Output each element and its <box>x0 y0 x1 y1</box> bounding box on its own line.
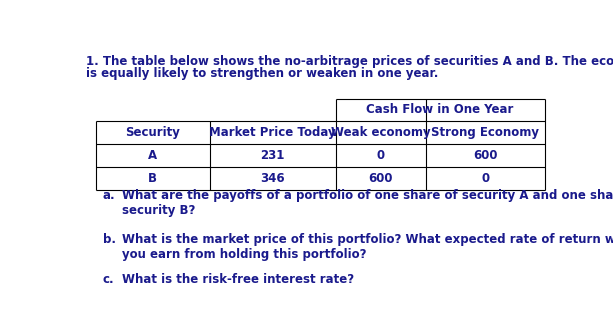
Text: b.: b. <box>103 233 116 246</box>
Text: 600: 600 <box>473 149 497 162</box>
Text: B: B <box>148 172 157 185</box>
Text: you earn from holding this portfolio?: you earn from holding this portfolio? <box>122 248 366 261</box>
Text: 600: 600 <box>368 172 393 185</box>
Text: is equally likely to strengthen or weaken in one year.: is equally likely to strengthen or weake… <box>86 68 438 81</box>
Text: 0: 0 <box>481 172 489 185</box>
Text: A: A <box>148 149 157 162</box>
Text: Market Price Today: Market Price Today <box>209 126 336 139</box>
Text: security B?: security B? <box>122 204 195 217</box>
Text: Weak economy: Weak economy <box>331 126 430 139</box>
Text: What are the payoffs of a portfolio of one share of security A and one share of: What are the payoffs of a portfolio of o… <box>122 189 613 202</box>
Text: a.: a. <box>103 189 115 202</box>
Text: Strong Economy: Strong Economy <box>431 126 539 139</box>
Text: Cash Flow in One Year: Cash Flow in One Year <box>367 103 514 116</box>
Text: What is the risk-free interest rate?: What is the risk-free interest rate? <box>122 273 354 286</box>
Text: 346: 346 <box>261 172 285 185</box>
Text: c.: c. <box>103 273 115 286</box>
Text: 1. The table below shows the no-arbitrage prices of securities A and B. The econ: 1. The table below shows the no-arbitrag… <box>86 54 613 68</box>
Text: What is the market price of this portfolio? What expected rate of return will: What is the market price of this portfol… <box>122 233 613 246</box>
Text: 231: 231 <box>261 149 285 162</box>
Text: Security: Security <box>125 126 180 139</box>
Text: 0: 0 <box>376 149 385 162</box>
